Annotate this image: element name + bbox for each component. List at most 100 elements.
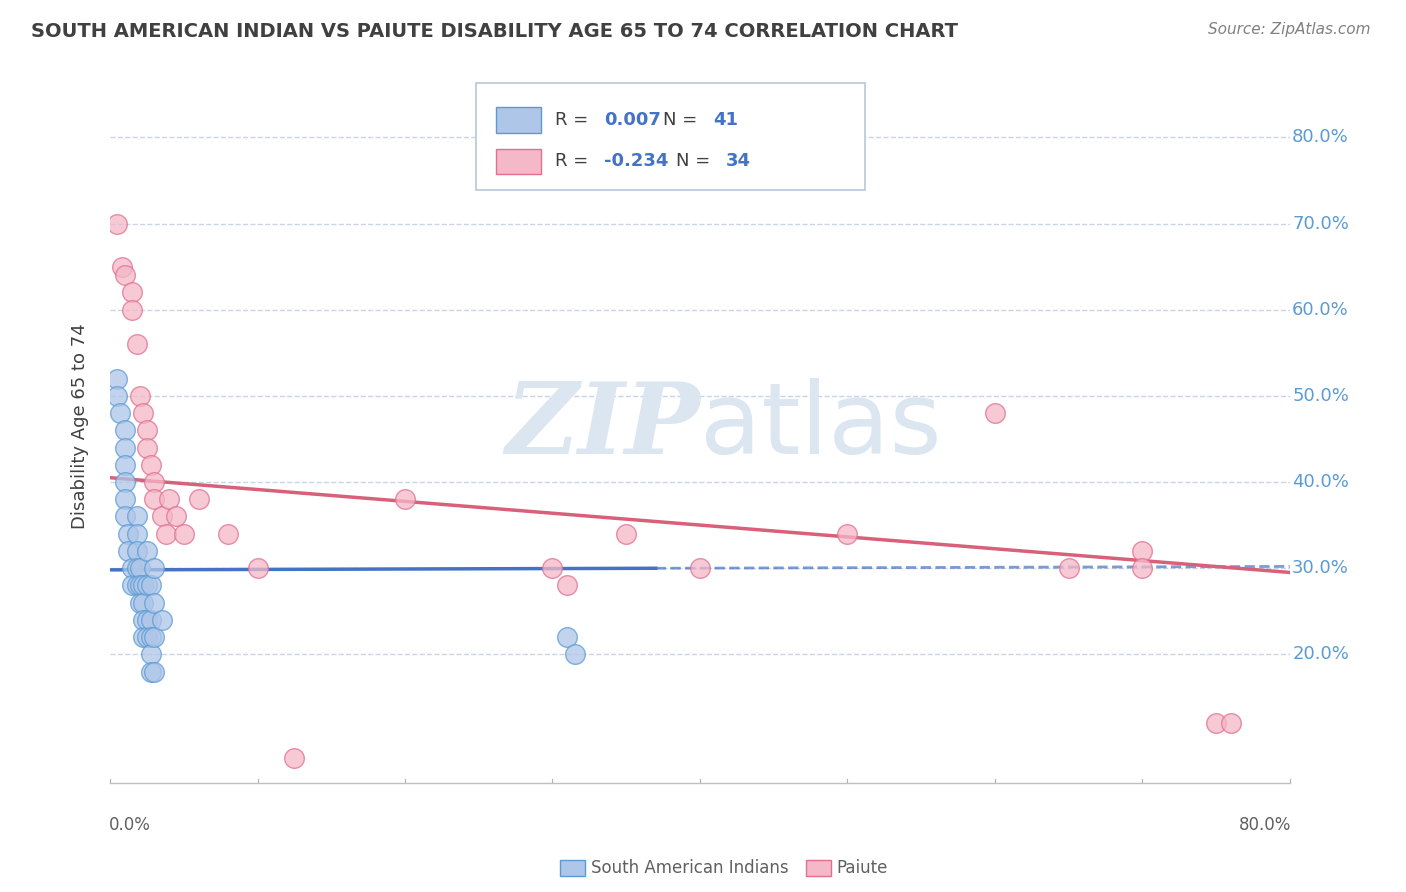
Point bbox=[125, 544, 148, 558]
Point bbox=[555, 578, 578, 592]
Point bbox=[125, 526, 148, 541]
Point bbox=[541, 561, 564, 575]
Point bbox=[246, 561, 269, 575]
Point bbox=[131, 613, 153, 627]
Point bbox=[125, 578, 148, 592]
Point bbox=[984, 406, 1007, 420]
FancyBboxPatch shape bbox=[496, 107, 541, 133]
Text: Paiute: Paiute bbox=[837, 859, 889, 877]
Point bbox=[141, 630, 163, 644]
Point bbox=[131, 630, 153, 644]
Point bbox=[125, 509, 148, 524]
Text: 80.0%: 80.0% bbox=[1292, 128, 1348, 146]
Text: South American Indians: South American Indians bbox=[591, 859, 789, 877]
Point bbox=[136, 613, 159, 627]
Point bbox=[114, 492, 136, 507]
Point bbox=[1130, 544, 1153, 558]
Text: -0.234: -0.234 bbox=[605, 153, 669, 170]
Point bbox=[1219, 716, 1241, 731]
Point bbox=[125, 337, 148, 351]
Point bbox=[128, 578, 150, 592]
Point bbox=[1130, 561, 1153, 575]
Point bbox=[187, 492, 209, 507]
Text: 70.0%: 70.0% bbox=[1292, 215, 1348, 233]
Point bbox=[107, 217, 129, 231]
Point bbox=[121, 285, 143, 300]
Point bbox=[114, 423, 136, 437]
Point bbox=[143, 665, 166, 679]
Text: 20.0%: 20.0% bbox=[1292, 645, 1348, 664]
Text: SOUTH AMERICAN INDIAN VS PAIUTE DISABILITY AGE 65 TO 74 CORRELATION CHART: SOUTH AMERICAN INDIAN VS PAIUTE DISABILI… bbox=[31, 22, 957, 41]
Point bbox=[128, 561, 150, 575]
Point bbox=[114, 475, 136, 489]
FancyBboxPatch shape bbox=[496, 149, 541, 174]
Text: N =: N = bbox=[664, 111, 703, 129]
Point bbox=[1057, 561, 1080, 575]
Text: 34: 34 bbox=[725, 153, 751, 170]
Point bbox=[131, 406, 153, 420]
Point bbox=[131, 578, 153, 592]
Point bbox=[128, 596, 150, 610]
Point bbox=[141, 665, 163, 679]
Point bbox=[141, 458, 163, 472]
Point bbox=[141, 647, 163, 661]
Point bbox=[136, 423, 159, 437]
Point bbox=[107, 389, 129, 403]
Point bbox=[217, 526, 239, 541]
Text: 60.0%: 60.0% bbox=[1292, 301, 1348, 318]
Point bbox=[125, 561, 148, 575]
Text: 40.0%: 40.0% bbox=[1292, 473, 1348, 491]
Point bbox=[689, 561, 711, 575]
Point bbox=[143, 630, 166, 644]
Point bbox=[157, 492, 180, 507]
Text: 0.0%: 0.0% bbox=[108, 815, 150, 834]
Point bbox=[136, 578, 159, 592]
Text: 80.0%: 80.0% bbox=[1239, 815, 1291, 834]
Point bbox=[155, 526, 177, 541]
Point bbox=[136, 630, 159, 644]
Point bbox=[117, 526, 139, 541]
Point bbox=[114, 441, 136, 455]
Point bbox=[143, 596, 166, 610]
Point bbox=[150, 613, 173, 627]
Point bbox=[165, 509, 187, 524]
Point bbox=[1205, 716, 1227, 731]
Point bbox=[283, 750, 305, 764]
Point bbox=[564, 647, 586, 661]
Point bbox=[128, 389, 150, 403]
Point bbox=[121, 561, 143, 575]
Point bbox=[114, 509, 136, 524]
Point bbox=[117, 544, 139, 558]
Point bbox=[173, 526, 195, 541]
Text: R =: R = bbox=[555, 111, 593, 129]
Point bbox=[150, 509, 173, 524]
Text: Source: ZipAtlas.com: Source: ZipAtlas.com bbox=[1208, 22, 1371, 37]
Text: 0.007: 0.007 bbox=[605, 111, 661, 129]
Point bbox=[121, 302, 143, 317]
Text: R =: R = bbox=[555, 153, 593, 170]
Text: 41: 41 bbox=[713, 111, 738, 129]
Point bbox=[111, 260, 134, 274]
Point bbox=[136, 441, 159, 455]
Text: N =: N = bbox=[676, 153, 716, 170]
Point bbox=[114, 268, 136, 283]
Point bbox=[837, 526, 859, 541]
Point bbox=[107, 371, 129, 385]
Point bbox=[614, 526, 637, 541]
Point bbox=[110, 406, 132, 420]
Point bbox=[143, 475, 166, 489]
Point bbox=[394, 492, 416, 507]
Text: 30.0%: 30.0% bbox=[1292, 559, 1348, 577]
Y-axis label: Disability Age 65 to 74: Disability Age 65 to 74 bbox=[72, 323, 89, 529]
FancyBboxPatch shape bbox=[475, 83, 865, 190]
Point bbox=[131, 596, 153, 610]
Text: 50.0%: 50.0% bbox=[1292, 387, 1348, 405]
Point bbox=[136, 544, 159, 558]
Point bbox=[114, 458, 136, 472]
Point bbox=[143, 561, 166, 575]
Text: atlas: atlas bbox=[700, 377, 942, 475]
Point bbox=[141, 578, 163, 592]
Point bbox=[141, 613, 163, 627]
Point bbox=[555, 630, 578, 644]
Point bbox=[121, 578, 143, 592]
